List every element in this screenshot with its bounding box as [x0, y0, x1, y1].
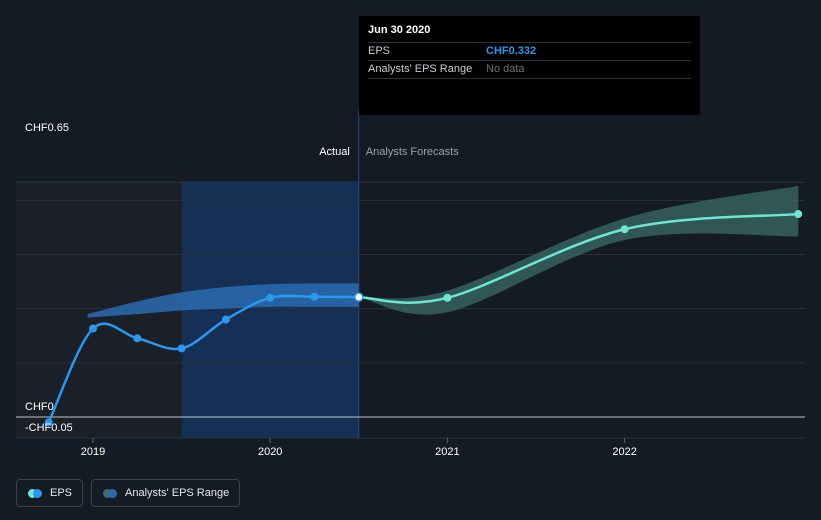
tooltip-range-value: No data: [486, 63, 525, 75]
eps-point-actual-5: [266, 293, 275, 302]
y-label-top: CHF0.65: [25, 122, 69, 134]
legend-range-toggle[interactable]: Analysts' EPS Range: [91, 479, 241, 507]
y-label-zero: CHF0: [25, 401, 54, 413]
range-legend-icon: [103, 488, 118, 498]
axis-labels: CHF0.65 CHF0 -CHF0.05 2019 2020 2021 202…: [25, 122, 637, 458]
eps-point-forecast-1: [443, 293, 452, 302]
chart-legend: EPS Analysts' EPS Range: [16, 479, 241, 507]
background-bands: [16, 110, 360, 439]
tooltip-row-eps: EPS CHF0.332: [368, 42, 691, 60]
tooltip-date: Jun 30 2020: [368, 24, 431, 36]
eps-range-areas: [87, 185, 799, 318]
x-label-2022: 2022: [612, 446, 636, 458]
eps-point-actual-1: [89, 324, 97, 333]
eps-point-actual-2: [133, 334, 142, 343]
eps-point-actual-6: [310, 292, 319, 301]
eps-point-actual-4: [221, 315, 230, 324]
actual-region-label: Actual: [319, 146, 350, 158]
actual-shade-band: [181, 181, 359, 439]
eps-point-actual-0: [44, 418, 53, 427]
x-label-2019: 2019: [81, 446, 105, 458]
legend-eps-toggle[interactable]: EPS: [16, 479, 84, 507]
eps-line-forecast: [358, 212, 799, 304]
eps-point-forecast-2: [620, 225, 629, 234]
legend-range-label: Analysts' EPS Range: [125, 487, 230, 499]
eps-points: [44, 210, 803, 427]
eps-point-highlight: [354, 292, 364, 302]
x-label-2020: 2020: [258, 446, 282, 458]
eps-range-actual: [87, 283, 359, 318]
eps-point-actual-3: [177, 344, 186, 353]
eps-range-forecast: [358, 185, 799, 315]
tooltip-row-range: Analysts' EPS Range No data: [368, 60, 691, 79]
legend-eps-label: EPS: [50, 487, 73, 499]
x-label-2021: 2021: [435, 446, 459, 458]
eps-tooltip: Jun 30 2020 EPS CHF0.332 Analysts' EPS R…: [359, 16, 700, 115]
forecast-region-label: Analysts Forecasts: [366, 146, 459, 158]
tooltip-range-label: Analysts' EPS Range: [368, 63, 473, 75]
tooltip-eps-label: EPS: [368, 45, 391, 57]
eps-point-forecast-3: [794, 210, 803, 219]
eps-legend-icon: [28, 488, 43, 498]
y-label-bottom: -CHF0.05: [25, 422, 73, 434]
tooltip-eps-value: CHF0.332: [486, 45, 537, 57]
